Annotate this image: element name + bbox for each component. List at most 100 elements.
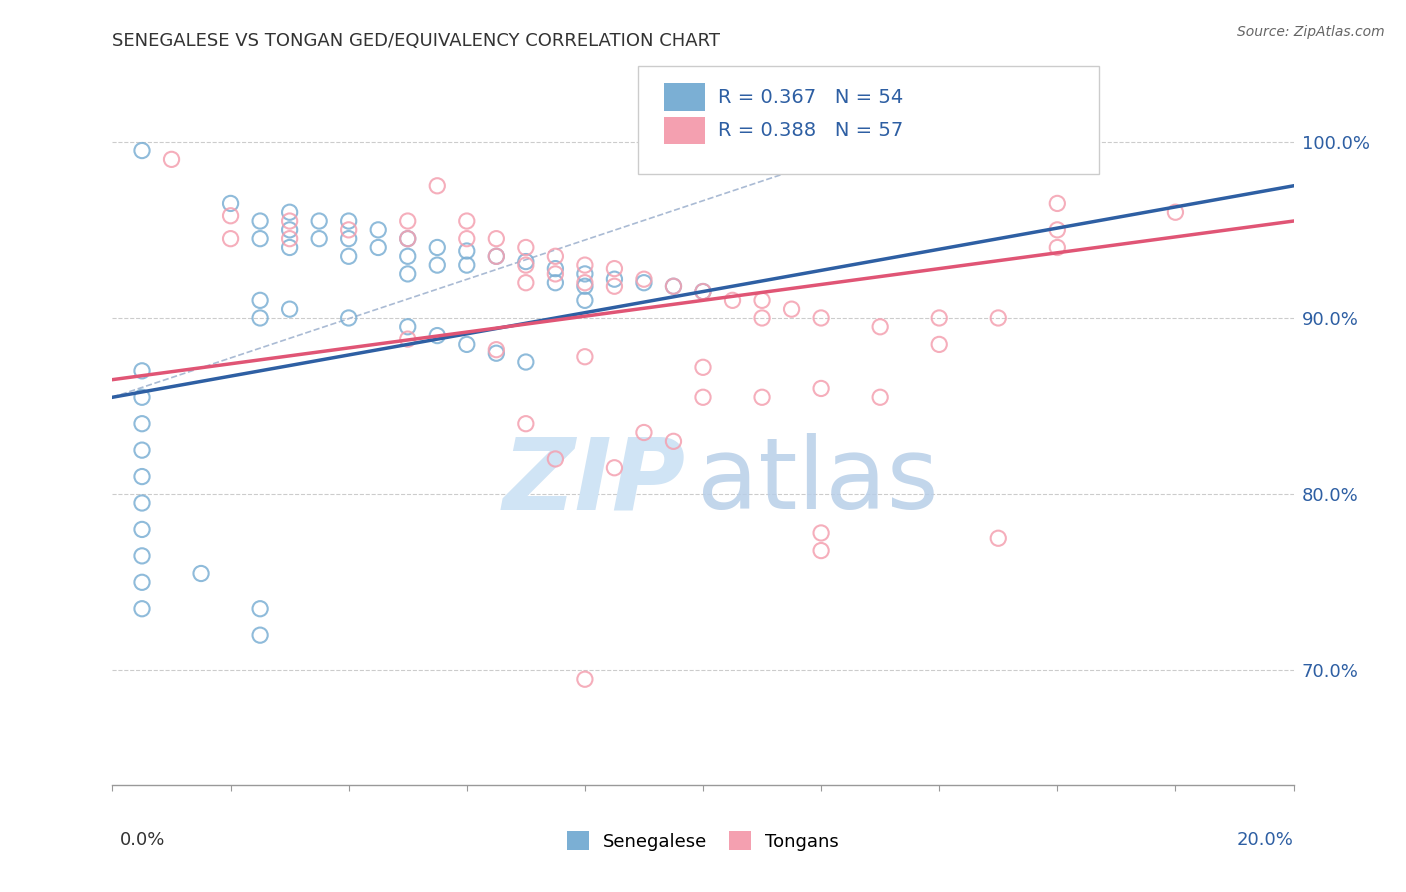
Point bbox=[515, 254, 537, 268]
Point bbox=[131, 469, 153, 483]
Point bbox=[160, 153, 183, 167]
Point bbox=[633, 272, 655, 286]
Point bbox=[131, 417, 153, 431]
Point bbox=[574, 350, 596, 364]
Text: 20.0%: 20.0% bbox=[1237, 831, 1294, 849]
Point bbox=[426, 178, 449, 193]
Point bbox=[131, 364, 153, 378]
Point bbox=[515, 417, 537, 431]
Point bbox=[603, 272, 626, 286]
Point bbox=[810, 310, 832, 325]
Point bbox=[190, 566, 212, 581]
FancyBboxPatch shape bbox=[664, 117, 706, 145]
Point bbox=[456, 258, 478, 272]
Point bbox=[396, 319, 419, 334]
Text: SENEGALESE VS TONGAN GED/EQUIVALENCY CORRELATION CHART: SENEGALESE VS TONGAN GED/EQUIVALENCY COR… bbox=[112, 32, 720, 50]
Point bbox=[456, 337, 478, 351]
Point bbox=[633, 425, 655, 440]
Point bbox=[396, 232, 419, 246]
Point bbox=[456, 214, 478, 228]
Point bbox=[1046, 196, 1069, 211]
Text: R = 0.367   N = 54: R = 0.367 N = 54 bbox=[718, 87, 904, 107]
Point bbox=[515, 258, 537, 272]
Point bbox=[574, 267, 596, 281]
Point bbox=[396, 249, 419, 263]
Point bbox=[308, 214, 330, 228]
Point bbox=[308, 232, 330, 246]
Point bbox=[987, 310, 1010, 325]
Point bbox=[456, 232, 478, 246]
Point bbox=[131, 549, 153, 563]
Point bbox=[515, 276, 537, 290]
Point bbox=[810, 525, 832, 540]
Point bbox=[928, 310, 950, 325]
Point bbox=[278, 302, 301, 317]
Point bbox=[396, 267, 419, 281]
Point bbox=[987, 531, 1010, 545]
Point bbox=[692, 360, 714, 375]
Point bbox=[249, 214, 271, 228]
Point bbox=[249, 310, 271, 325]
Point bbox=[396, 214, 419, 228]
Point bbox=[603, 279, 626, 293]
Point bbox=[337, 214, 360, 228]
Point bbox=[869, 319, 891, 334]
Point bbox=[810, 543, 832, 558]
Point bbox=[219, 209, 242, 223]
Text: R = 0.388   N = 57: R = 0.388 N = 57 bbox=[718, 120, 904, 140]
Point bbox=[278, 223, 301, 237]
Point bbox=[751, 293, 773, 308]
Point bbox=[780, 302, 803, 317]
Point bbox=[367, 240, 389, 254]
Point bbox=[485, 346, 508, 360]
Point bbox=[249, 232, 271, 246]
Point bbox=[278, 214, 301, 228]
Point bbox=[662, 279, 685, 293]
Point bbox=[249, 628, 271, 642]
Point bbox=[574, 276, 596, 290]
Point bbox=[485, 249, 508, 263]
Point bbox=[751, 390, 773, 404]
Point bbox=[869, 390, 891, 404]
Point bbox=[515, 355, 537, 369]
Point bbox=[574, 258, 596, 272]
Point bbox=[574, 672, 596, 686]
Point bbox=[131, 144, 153, 158]
Point bbox=[396, 232, 419, 246]
Point bbox=[426, 328, 449, 343]
Point bbox=[544, 452, 567, 467]
Point bbox=[603, 460, 626, 475]
Point bbox=[603, 261, 626, 276]
Point bbox=[721, 293, 744, 308]
Point bbox=[810, 381, 832, 395]
Point bbox=[544, 249, 567, 263]
FancyBboxPatch shape bbox=[664, 83, 706, 111]
Point bbox=[278, 205, 301, 219]
Point bbox=[485, 249, 508, 263]
Point bbox=[337, 249, 360, 263]
Text: atlas: atlas bbox=[697, 433, 939, 530]
Point bbox=[249, 293, 271, 308]
Point bbox=[426, 240, 449, 254]
Point bbox=[131, 390, 153, 404]
Point bbox=[337, 310, 360, 325]
Point bbox=[574, 279, 596, 293]
Point bbox=[662, 434, 685, 449]
Text: ZIP: ZIP bbox=[502, 433, 685, 530]
Point bbox=[1046, 223, 1069, 237]
Point bbox=[485, 232, 508, 246]
Point bbox=[1046, 240, 1069, 254]
Point bbox=[219, 232, 242, 246]
Text: 0.0%: 0.0% bbox=[120, 831, 165, 849]
Point bbox=[751, 310, 773, 325]
Point bbox=[426, 258, 449, 272]
Point bbox=[544, 267, 567, 281]
Point bbox=[131, 496, 153, 510]
Point bbox=[131, 575, 153, 590]
Point bbox=[131, 443, 153, 458]
Point bbox=[662, 279, 685, 293]
FancyBboxPatch shape bbox=[638, 66, 1098, 175]
Point bbox=[1164, 205, 1187, 219]
Point bbox=[367, 223, 389, 237]
Point bbox=[544, 261, 567, 276]
